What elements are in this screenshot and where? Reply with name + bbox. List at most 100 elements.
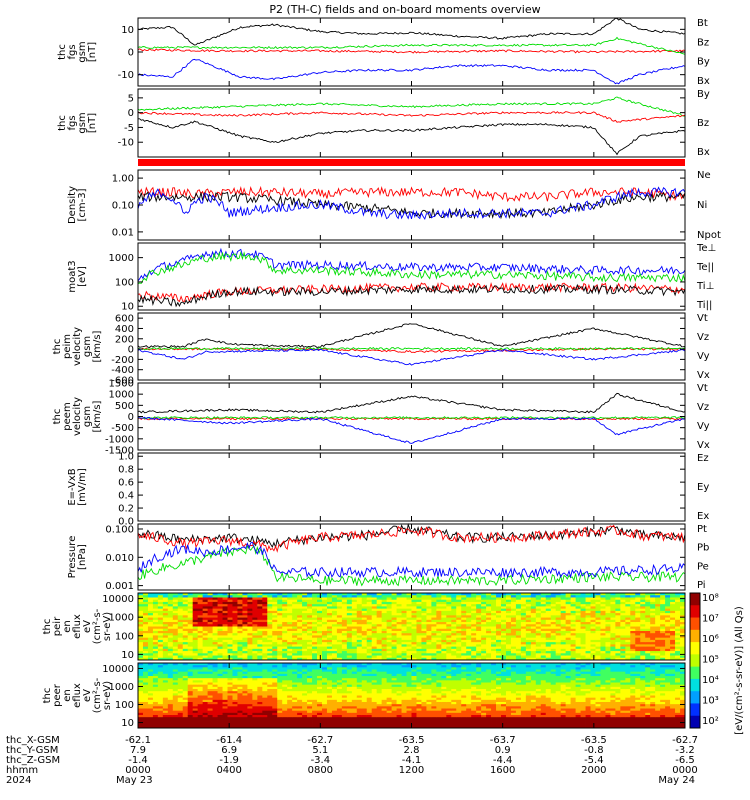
heatmap-cell: [177, 604, 184, 607]
heatmap-cell: [401, 610, 407, 614]
heatmap-cell: [277, 721, 283, 725]
heatmap-cell: [486, 633, 492, 636]
heatmap-cell: [262, 699, 268, 703]
heatmap-cell: [615, 635, 621, 639]
heatmap-cell: [247, 597, 253, 601]
heatmap-cell: [202, 673, 209, 677]
heatmap-cell: [247, 644, 253, 647]
heatmap-cell: [356, 708, 363, 712]
heatmap-cell: [356, 669, 363, 673]
heatmap-cell: [386, 624, 393, 627]
heatmap-cell: [326, 601, 333, 605]
heatmap-cell: [287, 630, 293, 634]
heatmap-cell: [197, 597, 204, 601]
heatmap-cell: [138, 708, 144, 712]
heatmap-cell: [635, 624, 641, 627]
heatmap-cell: [277, 725, 283, 729]
heatmap-cell: [381, 651, 388, 654]
heatmap-cell: [292, 665, 298, 668]
heatmap-cell: [650, 655, 656, 659]
heatmap-cell: [307, 630, 313, 634]
heatmap-cell: [142, 723, 149, 727]
heatmap-cell: [336, 626, 343, 630]
heatmap-cell: [321, 676, 328, 679]
heatmap-cell: [680, 610, 686, 614]
heatmap-cell: [331, 644, 338, 647]
heatmap-cell: [401, 601, 407, 605]
heatmap-cell: [426, 653, 432, 656]
heatmap-cell: [321, 648, 328, 652]
heatmap-cell: [680, 655, 686, 659]
heatmap-cell: [411, 651, 417, 654]
heatmap-cell: [312, 639, 318, 643]
heatmap-cell: [197, 626, 204, 630]
heatmap-cell: [222, 606, 228, 610]
heatmap-cell: [192, 617, 199, 621]
heatmap-cell: [192, 723, 199, 727]
heatmap-cell: [351, 595, 358, 598]
heatmap-cell: [496, 606, 502, 610]
heatmap-cell: [381, 653, 388, 656]
heatmap-cell: [312, 610, 318, 614]
heatmap-cell: [675, 655, 681, 659]
heatmap-cell: [187, 725, 194, 729]
heatmap-cell: [307, 712, 313, 716]
heatmap-cell: [670, 628, 676, 632]
heatmap-cell: [142, 708, 149, 712]
heatmap-cell: [371, 630, 378, 634]
heatmap-cell: [237, 622, 243, 625]
heatmap-cell: [665, 617, 671, 621]
heatmap-cell: [232, 628, 238, 632]
heatmap-cell: [431, 644, 437, 647]
heatmap-cell: [376, 601, 383, 605]
heatmap-cell: [282, 719, 288, 722]
heatmap-cell: [406, 628, 412, 632]
heatmap-cell: [605, 615, 611, 618]
heatmap-cell: [481, 622, 487, 625]
heatmap-cell: [620, 622, 626, 625]
heatmap-cell: [446, 626, 452, 630]
heatmap-cell: [267, 663, 273, 666]
y-tick-label: 1000: [109, 613, 134, 624]
heatmap-cell: [192, 610, 199, 614]
heatmap-cell: [321, 706, 328, 709]
heatmap-cell: [436, 601, 442, 605]
y-tick-label: 0.0: [118, 517, 134, 528]
heatmap-cell: [376, 655, 383, 659]
heatmap-cell: [142, 644, 149, 647]
heatmap-cell: [147, 622, 154, 625]
heatmap-cell: [147, 676, 154, 679]
heatmap-cell: [307, 610, 313, 614]
heatmap-cell: [436, 655, 442, 659]
heatmap-cell: [600, 642, 606, 645]
heatmap-cell: [675, 635, 681, 639]
heatmap-cell: [297, 686, 303, 690]
heatmap-cell: [232, 653, 238, 656]
heatmap-cell: [640, 622, 646, 625]
heatmap-cell: [232, 691, 238, 694]
heatmap-cell: [272, 657, 278, 661]
heatmap-cell: [491, 651, 497, 654]
heatmap-cell: [595, 646, 601, 650]
heatmap-cell: [217, 626, 223, 630]
heatmap-cell: [525, 651, 532, 654]
heatmap-cell: [595, 639, 601, 643]
heatmap-cell: [466, 604, 472, 607]
heatmap-cell: [138, 637, 144, 641]
heatmap-cell: [326, 613, 333, 616]
heatmap-cell: [326, 628, 333, 632]
y-tick-label: 400: [115, 324, 134, 335]
heatmap-cell: [172, 710, 179, 714]
heatmap-cell: [217, 622, 223, 625]
heatmap-cell: [630, 630, 636, 634]
heatmap-cell: [491, 604, 497, 607]
heatmap-cell: [356, 610, 363, 614]
heatmap-cell: [187, 597, 194, 601]
heatmap-cell: [162, 699, 169, 703]
heatmap-cell: [312, 710, 318, 714]
heatmap-cell: [376, 599, 383, 603]
heatmap-cell: [217, 619, 223, 623]
heatmap-cell: [565, 655, 572, 659]
heatmap-cell: [142, 635, 149, 639]
